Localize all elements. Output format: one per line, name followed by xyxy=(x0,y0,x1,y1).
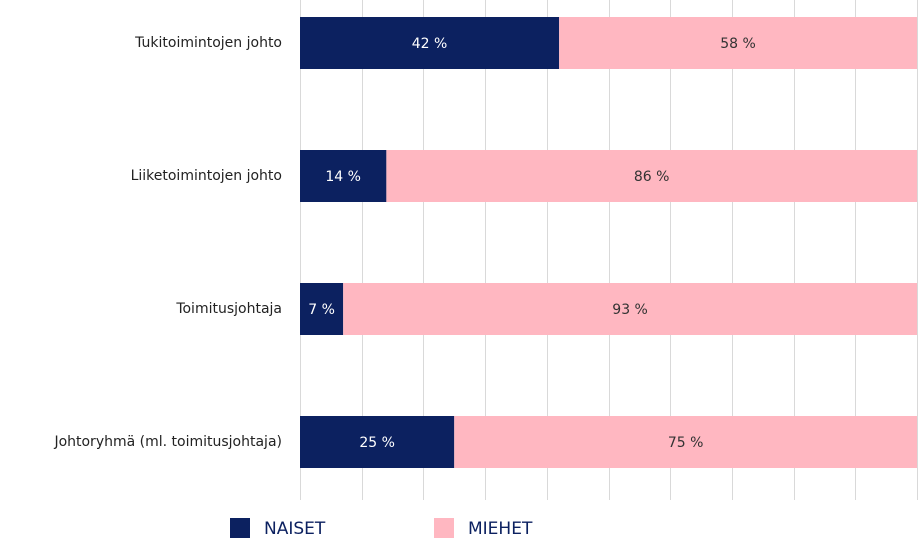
bar-segment xyxy=(454,416,917,468)
bar-segment xyxy=(300,283,344,335)
legend-label: MIEHET xyxy=(468,519,533,539)
value-label: 42 % xyxy=(412,36,448,52)
y-tick-label: Johtoryhmä (ml. toimitusjohtaja) xyxy=(53,434,282,450)
bar-segment xyxy=(343,283,917,335)
value-label: 93 % xyxy=(612,302,648,318)
legend-swatch xyxy=(230,518,250,538)
bar-segment xyxy=(300,416,455,468)
value-label: 58 % xyxy=(720,36,756,52)
value-label: 14 % xyxy=(325,169,361,185)
y-tick-label: Toimitusjohtaja xyxy=(175,301,282,317)
y-tick-label: Tukitoimintojen johto xyxy=(134,35,282,51)
value-label: 75 % xyxy=(668,435,704,451)
value-label: 86 % xyxy=(634,169,670,185)
bar-segment xyxy=(386,150,917,202)
bar-segment xyxy=(300,17,560,69)
bar-segment xyxy=(559,17,917,69)
bar-segment xyxy=(300,150,387,202)
value-label: 25 % xyxy=(359,435,395,451)
y-tick-label: Liiketoimintojen johto xyxy=(131,168,282,184)
value-label: 7 % xyxy=(308,302,335,318)
legend-label: NAISET xyxy=(264,519,326,539)
legend-swatch xyxy=(434,518,454,538)
